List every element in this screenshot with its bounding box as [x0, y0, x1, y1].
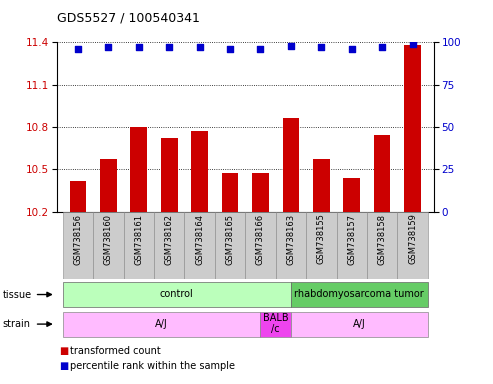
Point — [135, 44, 143, 50]
Text: GSM738161: GSM738161 — [134, 214, 143, 265]
Bar — [184, 212, 215, 279]
Bar — [222, 174, 239, 212]
Text: GDS5527 / 100540341: GDS5527 / 100540341 — [57, 12, 200, 25]
Point — [409, 41, 417, 47]
Text: BALB
/c: BALB /c — [263, 313, 288, 334]
Text: GSM738162: GSM738162 — [165, 214, 174, 265]
Bar — [252, 174, 269, 212]
Text: GSM738166: GSM738166 — [256, 214, 265, 265]
Point — [348, 46, 355, 52]
Point — [74, 46, 82, 52]
Point — [317, 44, 325, 50]
Bar — [154, 212, 184, 279]
Bar — [124, 212, 154, 279]
Text: tissue: tissue — [2, 290, 32, 300]
Text: control: control — [160, 289, 194, 299]
Bar — [100, 159, 117, 212]
Point — [196, 44, 204, 50]
Text: GSM738159: GSM738159 — [408, 214, 417, 265]
Text: percentile rank within the sample: percentile rank within the sample — [70, 361, 236, 371]
Point — [105, 44, 112, 50]
Text: A/J: A/J — [353, 319, 366, 329]
Text: GSM738157: GSM738157 — [347, 214, 356, 265]
Bar — [161, 138, 177, 212]
Point — [226, 46, 234, 52]
Bar — [337, 212, 367, 279]
Bar — [215, 212, 246, 279]
Bar — [343, 178, 360, 212]
Text: GSM738155: GSM738155 — [317, 214, 326, 265]
Text: rhabdomyosarcoma tumor: rhabdomyosarcoma tumor — [294, 289, 424, 299]
Bar — [313, 159, 330, 212]
Bar — [374, 136, 390, 212]
Point — [165, 44, 173, 50]
Bar — [63, 212, 93, 279]
Bar — [291, 312, 428, 336]
Bar — [306, 212, 337, 279]
Point — [378, 44, 386, 50]
Text: GSM738164: GSM738164 — [195, 214, 204, 265]
Text: strain: strain — [2, 319, 31, 329]
Text: ■: ■ — [59, 346, 69, 356]
Bar — [191, 131, 208, 212]
Point — [287, 43, 295, 49]
Bar — [63, 282, 291, 307]
Text: ■: ■ — [59, 361, 69, 371]
Text: GSM738158: GSM738158 — [378, 214, 387, 265]
Text: GSM738165: GSM738165 — [226, 214, 235, 265]
Bar — [404, 45, 421, 212]
Bar — [282, 118, 299, 212]
Bar — [93, 212, 124, 279]
Bar — [291, 282, 428, 307]
Text: GSM738156: GSM738156 — [73, 214, 82, 265]
Text: GSM738163: GSM738163 — [286, 214, 295, 265]
Bar — [63, 312, 260, 336]
Text: GSM738160: GSM738160 — [104, 214, 113, 265]
Text: transformed count: transformed count — [70, 346, 161, 356]
Bar — [397, 212, 428, 279]
Text: A/J: A/J — [155, 319, 168, 329]
Point — [256, 46, 264, 52]
Bar — [276, 212, 306, 279]
Bar — [367, 212, 397, 279]
Bar — [260, 312, 291, 336]
Bar — [246, 212, 276, 279]
Bar — [70, 180, 86, 212]
Bar — [131, 127, 147, 212]
